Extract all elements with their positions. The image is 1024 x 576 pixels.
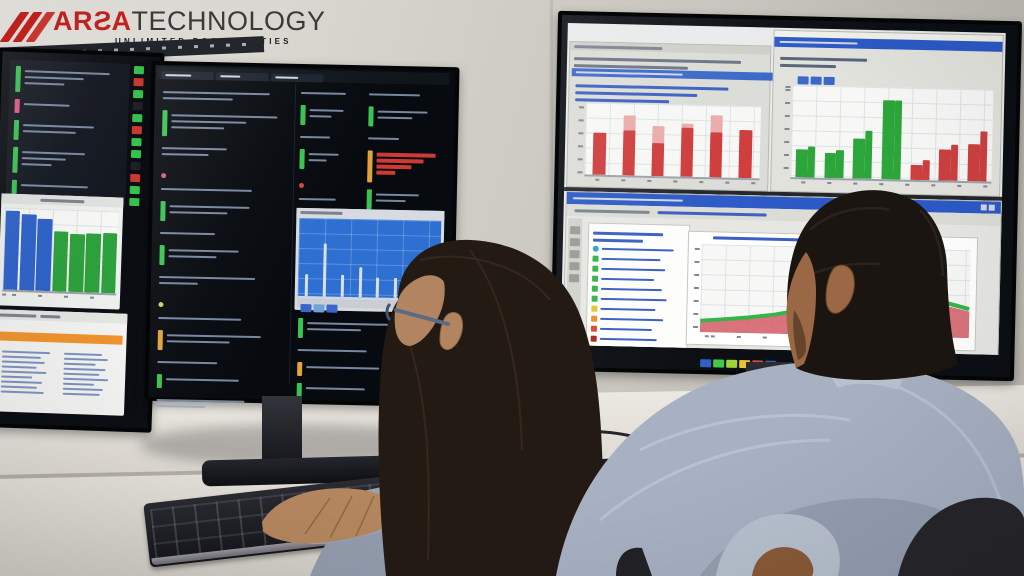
arsa-technology-logo: ARSATECHNOLOGY UNLIMITED POSSIBILITIES <box>0 6 326 46</box>
man-face-edge <box>786 252 816 368</box>
shirt-wrinkle-highlights <box>599 378 1002 522</box>
brand-a: A <box>111 6 132 36</box>
center-monitor-stand <box>262 396 302 468</box>
finger-lines <box>304 495 375 539</box>
woman-face-profile <box>394 275 445 346</box>
brand-ar: AR <box>53 6 93 36</box>
office-chair-man <box>898 497 1024 576</box>
woman-hair <box>378 239 605 576</box>
brand-technology: TECHNOLOGY <box>131 6 326 36</box>
glasses-temple <box>394 308 450 326</box>
man-forearm <box>752 547 814 576</box>
man-hair <box>787 190 958 380</box>
logo-text-block: ARSATECHNOLOGY UNLIMITED POSSIBILITIES <box>53 6 326 46</box>
brand-name: ARSATECHNOLOGY <box>53 6 326 36</box>
glasses-lens-edge <box>385 302 392 322</box>
woman-hand <box>262 488 402 544</box>
woman-operator <box>262 239 616 576</box>
wall-corner-line <box>550 0 553 410</box>
man-shirt-back <box>556 361 1024 576</box>
chair-armrest <box>616 547 652 576</box>
beard-shadow <box>793 310 806 360</box>
hair-strands <box>404 249 551 561</box>
man-ear <box>825 264 855 314</box>
